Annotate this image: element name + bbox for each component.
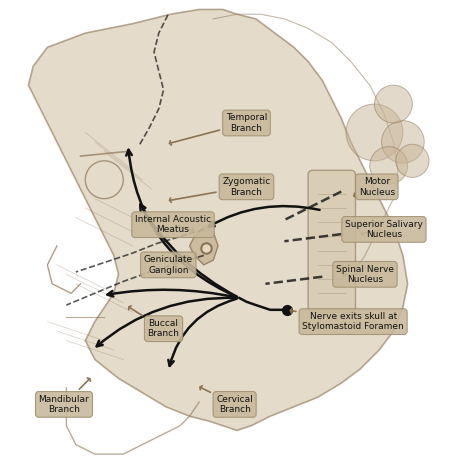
Text: Spinal Nerve
Nucleus: Spinal Nerve Nucleus	[336, 264, 394, 284]
Text: Buccal
Branch: Buccal Branch	[129, 306, 180, 339]
Text: Geniculate
Ganglion: Geniculate Ganglion	[144, 255, 193, 275]
FancyBboxPatch shape	[308, 170, 356, 312]
Text: Superior Salivary
Nucleus: Superior Salivary Nucleus	[345, 219, 423, 239]
Text: Internal Acoustic
Meatus: Internal Acoustic Meatus	[135, 215, 211, 235]
Circle shape	[346, 104, 403, 161]
Text: Nerve exits skull at
Stylomastoid Foramen: Nerve exits skull at Stylomastoid Forame…	[291, 308, 404, 332]
Text: Zygomatic
Branch: Zygomatic Branch	[170, 177, 271, 202]
Text: Temporal
Branch: Temporal Branch	[170, 113, 267, 145]
Polygon shape	[190, 227, 218, 265]
Polygon shape	[28, 9, 408, 430]
Text: Motor
Nucleus: Motor Nucleus	[354, 177, 395, 198]
Text: Cervical
Branch: Cervical Branch	[200, 386, 253, 414]
Circle shape	[382, 121, 424, 163]
Circle shape	[374, 85, 412, 123]
Circle shape	[396, 144, 429, 177]
Circle shape	[370, 147, 408, 184]
Text: Mandibular
Branch: Mandibular Branch	[38, 378, 91, 414]
